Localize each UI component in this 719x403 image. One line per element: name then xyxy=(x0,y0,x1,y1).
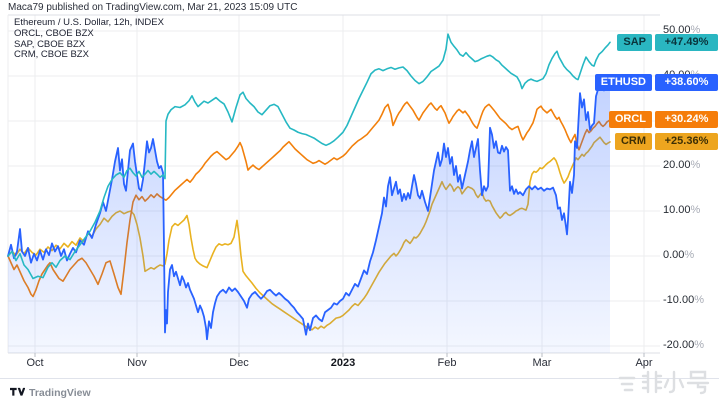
y-axis-label: 20.00% xyxy=(663,159,701,171)
feixiaohao-logo-icon xyxy=(618,376,636,392)
feixiaohao-watermark xyxy=(617,368,717,401)
price-badge-value-ethusd: +38.60% xyxy=(655,73,718,91)
x-axis-label-dec: Dec xyxy=(229,357,249,369)
y-axis-label: -20.00% xyxy=(663,339,704,351)
legend-row-0[interactable]: Ethereum / U.S. Dollar, 12h, INDEX xyxy=(14,17,164,28)
price-badge-symbol-sap: SAP xyxy=(617,33,652,51)
y-axis-label: 0.00% xyxy=(663,249,695,261)
tradingview-label: TradingView xyxy=(29,387,91,399)
x-axis-label-feb: Feb xyxy=(437,357,457,369)
price-badge-symbol-ethusd: ETHUSD xyxy=(594,73,652,91)
x-axis-label-nov: Nov xyxy=(127,357,147,369)
y-axis-label: 50.00% xyxy=(663,24,701,36)
ethusd-area-fill xyxy=(8,76,610,353)
legend-row-3[interactable]: CRM, CBOE BZX xyxy=(14,49,89,61)
published-attribution: Maca79 published on TradingView.com, Mar… xyxy=(8,2,298,13)
series-line-ethusd xyxy=(7,75,611,341)
y-axis-label: 10.00% xyxy=(663,204,701,216)
tradingview-branding[interactable]: TradingView xyxy=(10,384,91,402)
x-axis-label-oct: Oct xyxy=(26,357,44,369)
price-badge-symbol-orcl: ORCL xyxy=(608,111,652,129)
legend-row-1[interactable]: ORCL, CBOE BZX xyxy=(14,27,94,39)
price-badge-value-sap: +47.49% xyxy=(655,33,718,51)
legend-row-2[interactable]: SAP, CBOE BZX xyxy=(14,38,86,50)
x-axis-label-2023: 2023 xyxy=(330,357,356,369)
price-badge-symbol-crm: CRM xyxy=(614,133,652,151)
footer-divider xyxy=(0,378,719,379)
tradingview-logo-icon xyxy=(10,384,26,402)
chart-legend: Ethereum / U.S. Dollar, 12h, INDEX ORCL, … xyxy=(14,17,164,61)
y-axis-label: -10.00% xyxy=(663,294,704,306)
series-line-sap xyxy=(7,33,611,280)
x-axis-label-mar: Mar xyxy=(532,357,552,369)
watermark-glyphs xyxy=(641,370,710,395)
price-badge-value-orcl: +30.24% xyxy=(655,111,718,129)
x-axis-label-apr: Apr xyxy=(635,357,653,369)
price-badge-value-crm: +25.36% xyxy=(655,133,718,151)
